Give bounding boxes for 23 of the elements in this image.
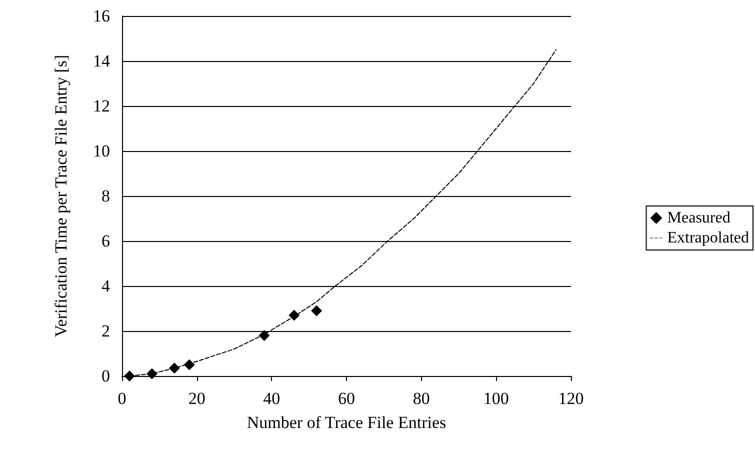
y-tick-label: 4 — [102, 276, 110, 296]
x-tick-label: 40 — [263, 389, 280, 408]
legend-label: Extrapolated — [667, 230, 750, 246]
y-axis-title: Verification Time per Trace File Entry [s] — [52, 54, 70, 338]
point — [258, 330, 270, 341]
x-tick-label: 80 — [412, 389, 430, 408]
y-tick-label: 2 — [102, 322, 110, 340]
y-tick-label: 14 — [93, 52, 110, 70]
y-tick-label: 12 — [93, 96, 110, 116]
y-tick-label: 16 — [93, 6, 110, 26]
x-tick-label: 60 — [338, 389, 355, 408]
y-tick-label: 0 — [102, 366, 110, 386]
legend-label: Measured — [667, 210, 730, 226]
y-tick-label: 8 — [102, 186, 110, 206]
x-tick-label: 20 — [188, 389, 206, 408]
x-axis-title: Number of Trace File Entries — [246, 413, 446, 432]
y-tick-label: 10 — [93, 142, 110, 160]
y-tick-label: 6 — [102, 232, 110, 250]
x-tick-label: 100 — [483, 389, 509, 408]
x-tick-label: 0 — [118, 389, 126, 408]
point — [124, 370, 135, 382]
point — [311, 305, 322, 316]
x-tick-label: 120 — [558, 389, 584, 408]
